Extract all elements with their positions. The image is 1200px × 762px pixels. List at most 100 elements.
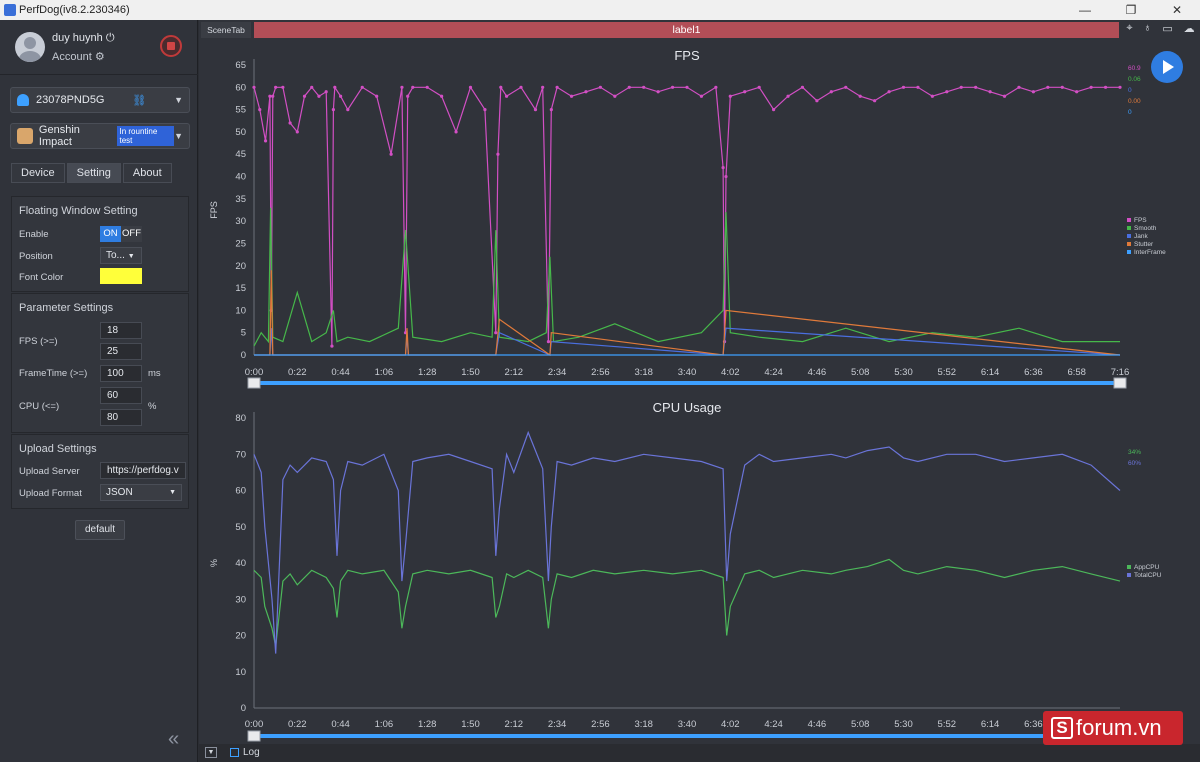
x-tick-label: 1:06: [375, 367, 394, 378]
tab-device[interactable]: Device: [11, 163, 65, 183]
legend-swatch: [1127, 218, 1131, 222]
game-icon: [17, 128, 33, 144]
watermark-text: forum.vn: [1076, 715, 1162, 740]
close-button[interactable]: ✕: [1171, 3, 1183, 17]
fps-data-point: [829, 90, 833, 94]
toggle-on[interactable]: ON: [100, 226, 121, 242]
fps-data-point: [499, 85, 503, 89]
default-button[interactable]: default: [75, 520, 125, 540]
fps-data-point: [360, 85, 364, 89]
fps-data-point: [887, 90, 891, 94]
legend-label: Smooth: [1134, 225, 1157, 232]
fps-data-point: [685, 85, 689, 89]
tab-setting[interactable]: Setting: [66, 163, 121, 183]
y-tick-label: 30: [235, 216, 246, 227]
account-link[interactable]: Account ⚙: [52, 50, 105, 63]
upload-server-label: Upload Server: [19, 466, 80, 477]
fps-data-point: [331, 108, 335, 112]
fps-data-point: [1031, 90, 1035, 94]
current-value-label: 0: [1128, 109, 1132, 116]
x-tick-label: 5:52: [938, 719, 957, 730]
y-tick-label: 35: [235, 194, 246, 205]
y-tick-label: 50: [235, 127, 246, 138]
fps-data-point: [496, 152, 500, 156]
label-bar[interactable]: label1: [254, 22, 1119, 38]
slider-handle-left: [247, 730, 261, 742]
fps-data-point: [268, 94, 272, 98]
upload-format-dropdown[interactable]: JSON ▼: [100, 484, 182, 501]
series-line-fps: [253, 85, 1120, 347]
play-button[interactable]: [1151, 51, 1183, 83]
position-label: Position: [19, 251, 53, 262]
series-line-jank: [254, 327, 1121, 356]
fps-data-point: [724, 174, 728, 179]
scene-tab[interactable]: SceneTab: [201, 22, 251, 38]
fps-min-input[interactable]: 18: [100, 322, 142, 339]
collapse-sidebar-icon[interactable]: «: [168, 728, 180, 750]
x-tick-label: 0:44: [331, 719, 350, 730]
fps-max-input[interactable]: 25: [100, 343, 142, 360]
stop-record-button[interactable]: [160, 35, 182, 57]
y-tick-label: 50: [235, 522, 246, 533]
fps-data-point: [670, 85, 675, 89]
log-checkbox[interactable]: [230, 748, 239, 757]
cpu-min-input[interactable]: 60: [100, 387, 142, 404]
fps-data-point: [988, 90, 992, 94]
fps-data-point: [440, 94, 444, 98]
device-selector[interactable]: 23078PND5G ⛓ ▼: [10, 87, 190, 113]
fps-data-point: [339, 94, 343, 98]
x-tick-label: 5:30: [894, 367, 913, 378]
folder-icon[interactable]: ▭: [1162, 23, 1173, 35]
forum-watermark: S forum.vn: [1043, 711, 1183, 745]
x-tick-label: 4:24: [764, 719, 783, 730]
time-range-slider: [254, 381, 1120, 385]
fps-data-point: [1046, 85, 1050, 89]
fps-data-point: [483, 108, 487, 112]
window-titlebar: PerfDog(iv8.2.230346) — ❐ ✕: [0, 0, 1200, 20]
x-tick-label: 2:12: [505, 719, 524, 730]
fps-data-point: [330, 344, 334, 348]
cpu-max-input[interactable]: 80: [100, 409, 142, 426]
toggle-off[interactable]: OFF: [121, 226, 142, 242]
fps-data-point: [873, 99, 877, 103]
fps-data-point: [533, 108, 538, 112]
x-tick-label: 4:24: [764, 367, 783, 378]
y-tick-label: 30: [235, 594, 246, 605]
x-tick-label: 7:16: [1111, 367, 1130, 378]
fps-data-point: [271, 94, 275, 98]
series-line-totalcpu: [253, 430, 1121, 654]
frametime-input[interactable]: 100: [100, 365, 142, 382]
expand-down-icon[interactable]: ▼: [205, 747, 217, 758]
enable-toggle[interactable]: ON OFF: [100, 226, 142, 242]
font-color-swatch[interactable]: [100, 268, 142, 284]
marker-icon[interactable]: ♁: [1143, 22, 1152, 34]
x-tick-label: 6:14: [981, 719, 1000, 730]
legend-swatch: [1127, 573, 1131, 577]
fps-data-point: [263, 139, 268, 143]
position-dropdown[interactable]: To... ▼: [100, 247, 142, 264]
x-tick-label: 2:56: [591, 719, 610, 730]
fps-data-point: [757, 85, 761, 89]
frametime-unit: ms: [148, 368, 161, 379]
maximize-button[interactable]: ❐: [1125, 3, 1137, 17]
fps-data-point: [389, 152, 393, 156]
legend-label: FPS: [1134, 217, 1147, 224]
cloud-icon[interactable]: ☁: [1183, 23, 1195, 35]
fps-data-point: [858, 94, 862, 98]
x-tick-label: 5:52: [938, 367, 957, 378]
fps-data-point: [974, 85, 978, 89]
location-pin-icon[interactable]: ⌖: [1126, 22, 1133, 34]
tab-about[interactable]: About: [122, 163, 172, 183]
minimize-button[interactable]: —: [1079, 3, 1091, 17]
series-line-appcpu: [253, 558, 1121, 647]
y-tick-label: 20: [235, 261, 246, 272]
avatar[interactable]: [15, 32, 45, 62]
y-axis-label: %: [209, 559, 219, 567]
account-settings-icon[interactable]: ⚙: [94, 51, 105, 63]
current-value-label: 0.00: [1128, 98, 1141, 105]
power-icon[interactable]: ⏻: [105, 32, 115, 44]
app-selector[interactable]: Genshin Impact In rountine test ▼: [10, 123, 190, 149]
y-tick-label: 70: [235, 449, 246, 460]
parameter-settings-title: Parameter Settings: [19, 302, 114, 314]
upload-server-input[interactable]: https://perfdog.v: [100, 462, 186, 479]
